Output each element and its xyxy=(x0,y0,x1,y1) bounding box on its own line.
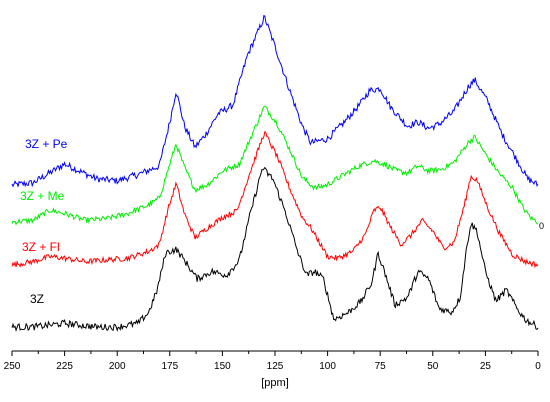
x-tick-label-200: 200 xyxy=(109,361,126,372)
series-line-3 xyxy=(11,130,539,269)
plot-area xyxy=(11,14,539,332)
zero-mark-text: 0 xyxy=(539,221,544,231)
series-line-2 xyxy=(11,105,539,226)
x-axis-label: [ppm] xyxy=(261,377,289,389)
series-label-2: 3Z + Me xyxy=(20,189,65,203)
x-tick-label-175: 175 xyxy=(161,361,178,372)
series-label-4: 3Z xyxy=(30,292,44,306)
series-line-4 xyxy=(11,166,539,332)
x-axis: 250 225 200 175 150 125 100 75 50 25 0 [ppm] xyxy=(4,350,541,389)
x-tick-label-225: 225 xyxy=(56,361,73,372)
x-tick-label-0: 0 xyxy=(535,361,541,372)
x-tick-label-50: 50 xyxy=(427,361,439,372)
x-tick-label-250: 250 xyxy=(4,361,21,372)
x-ticks: 250 225 200 175 150 125 100 75 50 25 0 xyxy=(4,351,541,372)
series-label-3: 3Z + Fl xyxy=(22,240,60,254)
series-labels: 3Z + Pe 3Z + Me 3Z + Fl 3Z xyxy=(20,137,68,306)
x-tick-label-125: 125 xyxy=(267,361,284,372)
x-tick-label-75: 75 xyxy=(375,361,387,372)
x-tick-label-100: 100 xyxy=(319,361,336,372)
x-tick-label-150: 150 xyxy=(214,361,231,372)
series-label-1: 3Z + Pe xyxy=(25,137,68,151)
x-tick-label-25: 25 xyxy=(480,361,492,372)
series-line-1 xyxy=(11,14,539,188)
